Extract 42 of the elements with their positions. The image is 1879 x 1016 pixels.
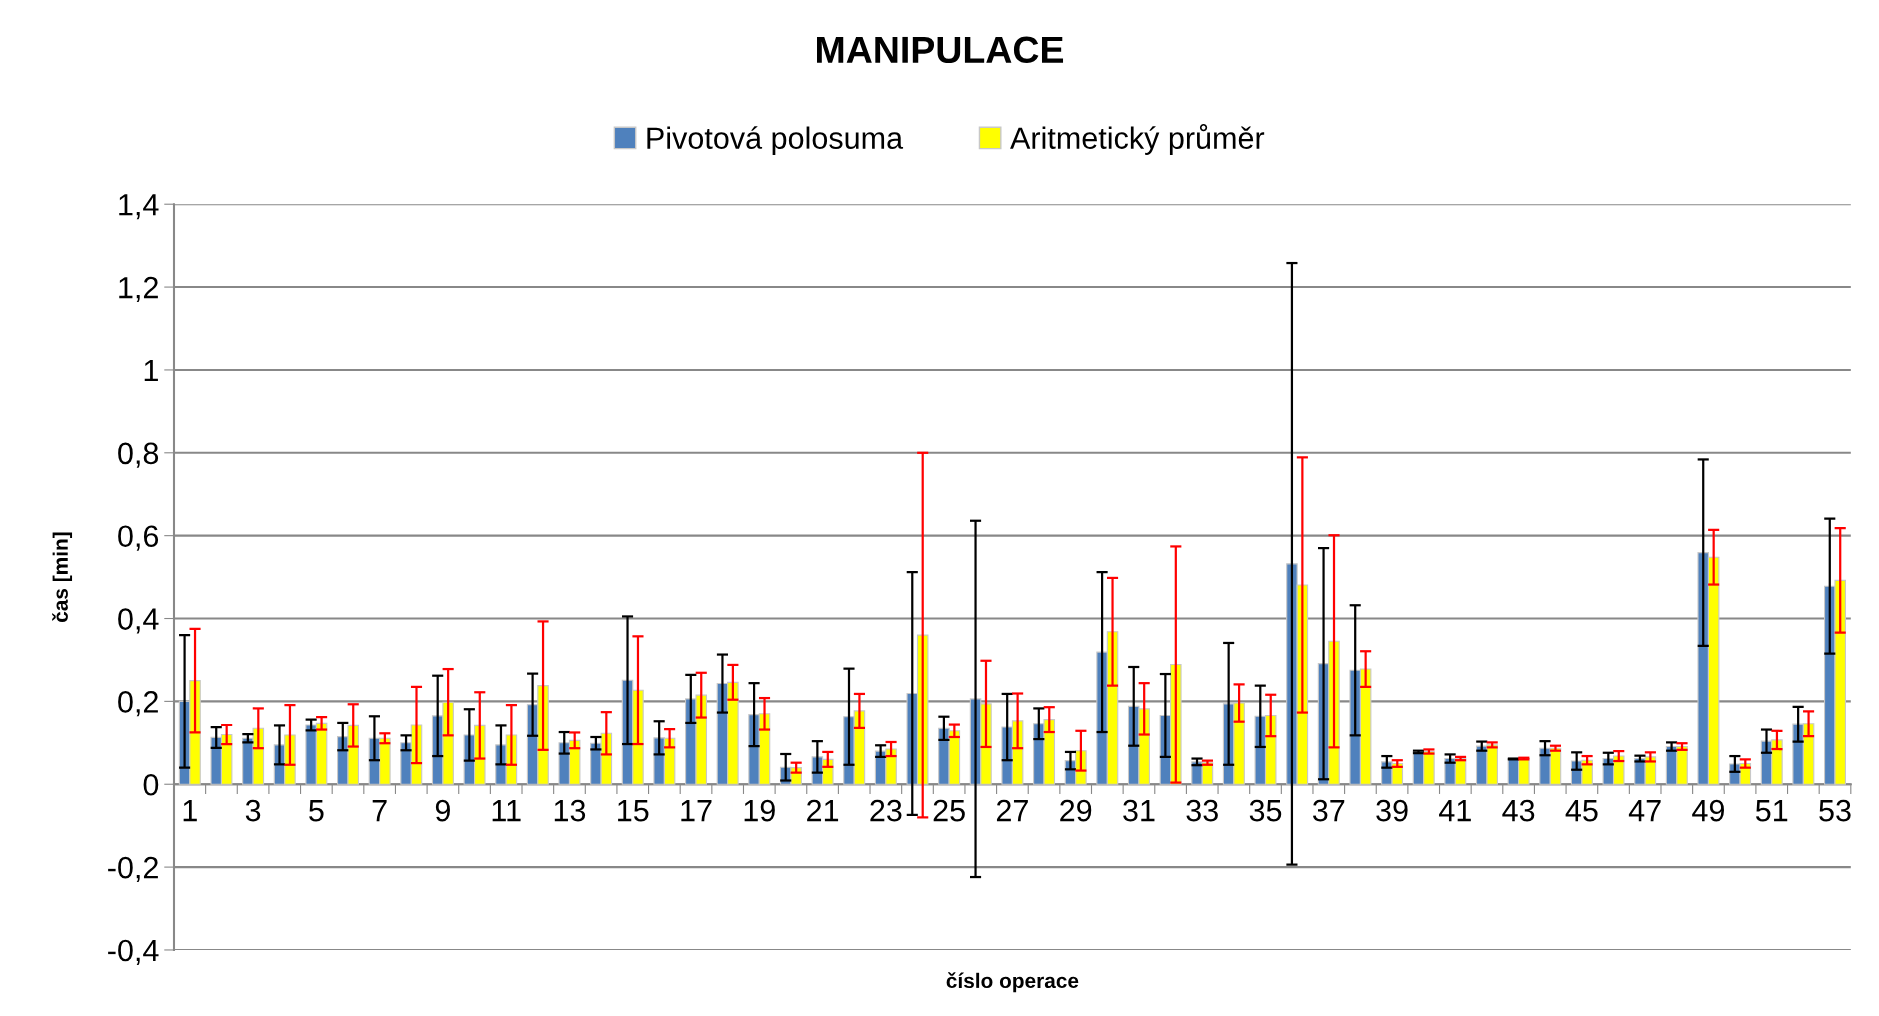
y-tick-label: 0,2 <box>118 691 158 717</box>
x-tick-label: 19 <box>744 799 775 822</box>
y-tick-label: 0,6 <box>118 525 159 551</box>
y-tick-label: -0,4 <box>108 939 159 965</box>
x-tick-label: 43 <box>1502 799 1535 822</box>
x-tick-label: 23 <box>870 799 902 822</box>
x-tick-label: 3 <box>245 799 261 822</box>
x-tick-label: 29 <box>1060 799 1092 822</box>
y-tick-label: 0,4 <box>118 608 159 634</box>
x-tick-label: 47 <box>1628 800 1661 822</box>
x-tick-label: 49 <box>1692 799 1724 822</box>
x-tick-label: 37 <box>1312 799 1345 822</box>
x-tick-label: 17 <box>681 800 712 822</box>
x-tick-label: 13 <box>554 799 586 822</box>
y-tick-label: 1 <box>144 359 158 382</box>
y-tick-label: 0,8 <box>118 442 159 468</box>
y-axis-title: čas [min] <box>52 532 73 622</box>
x-tick-label: 33 <box>1186 799 1218 822</box>
x-tick-label: 45 <box>1565 800 1598 822</box>
x-tick-label: 27 <box>996 799 1028 822</box>
x-tick-label: 41 <box>1439 800 1471 822</box>
x-tick-label: 9 <box>435 799 450 822</box>
x-tick-label: 11 <box>492 800 521 822</box>
legend-label: Aritmetický průměr <box>1010 124 1265 155</box>
x-tick-label: 7 <box>372 800 387 822</box>
chart-title: MANIPULACE <box>817 36 1064 64</box>
legend-label: Pivotová polosuma <box>647 126 904 155</box>
x-tick-label: 31 <box>1123 799 1155 822</box>
x-tick-label: 1 <box>183 800 197 822</box>
x-tick-label: 35 <box>1249 799 1282 822</box>
x-axis-title: číslo operace <box>946 972 1079 993</box>
x-tick-label: 53 <box>1819 799 1851 822</box>
x-tick-label: 21 <box>807 799 839 822</box>
x-tick-label: 25 <box>933 799 965 822</box>
y-tick-label: 1,4 <box>119 194 159 220</box>
y-tick-label: 1,2 <box>119 276 158 303</box>
y-tick-label: -0,2 <box>108 856 158 883</box>
x-tick-label: 39 <box>1376 799 1408 822</box>
x-tick-label: 51 <box>1755 800 1788 822</box>
y-tick-label: 0 <box>143 773 159 796</box>
x-tick-label: 5 <box>309 800 324 822</box>
x-tick-label: 15 <box>618 800 649 822</box>
